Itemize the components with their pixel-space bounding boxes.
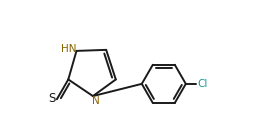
Text: S: S [49, 92, 56, 105]
Text: Cl: Cl [197, 79, 208, 89]
Text: HN: HN [61, 44, 76, 54]
Text: N: N [92, 96, 99, 106]
